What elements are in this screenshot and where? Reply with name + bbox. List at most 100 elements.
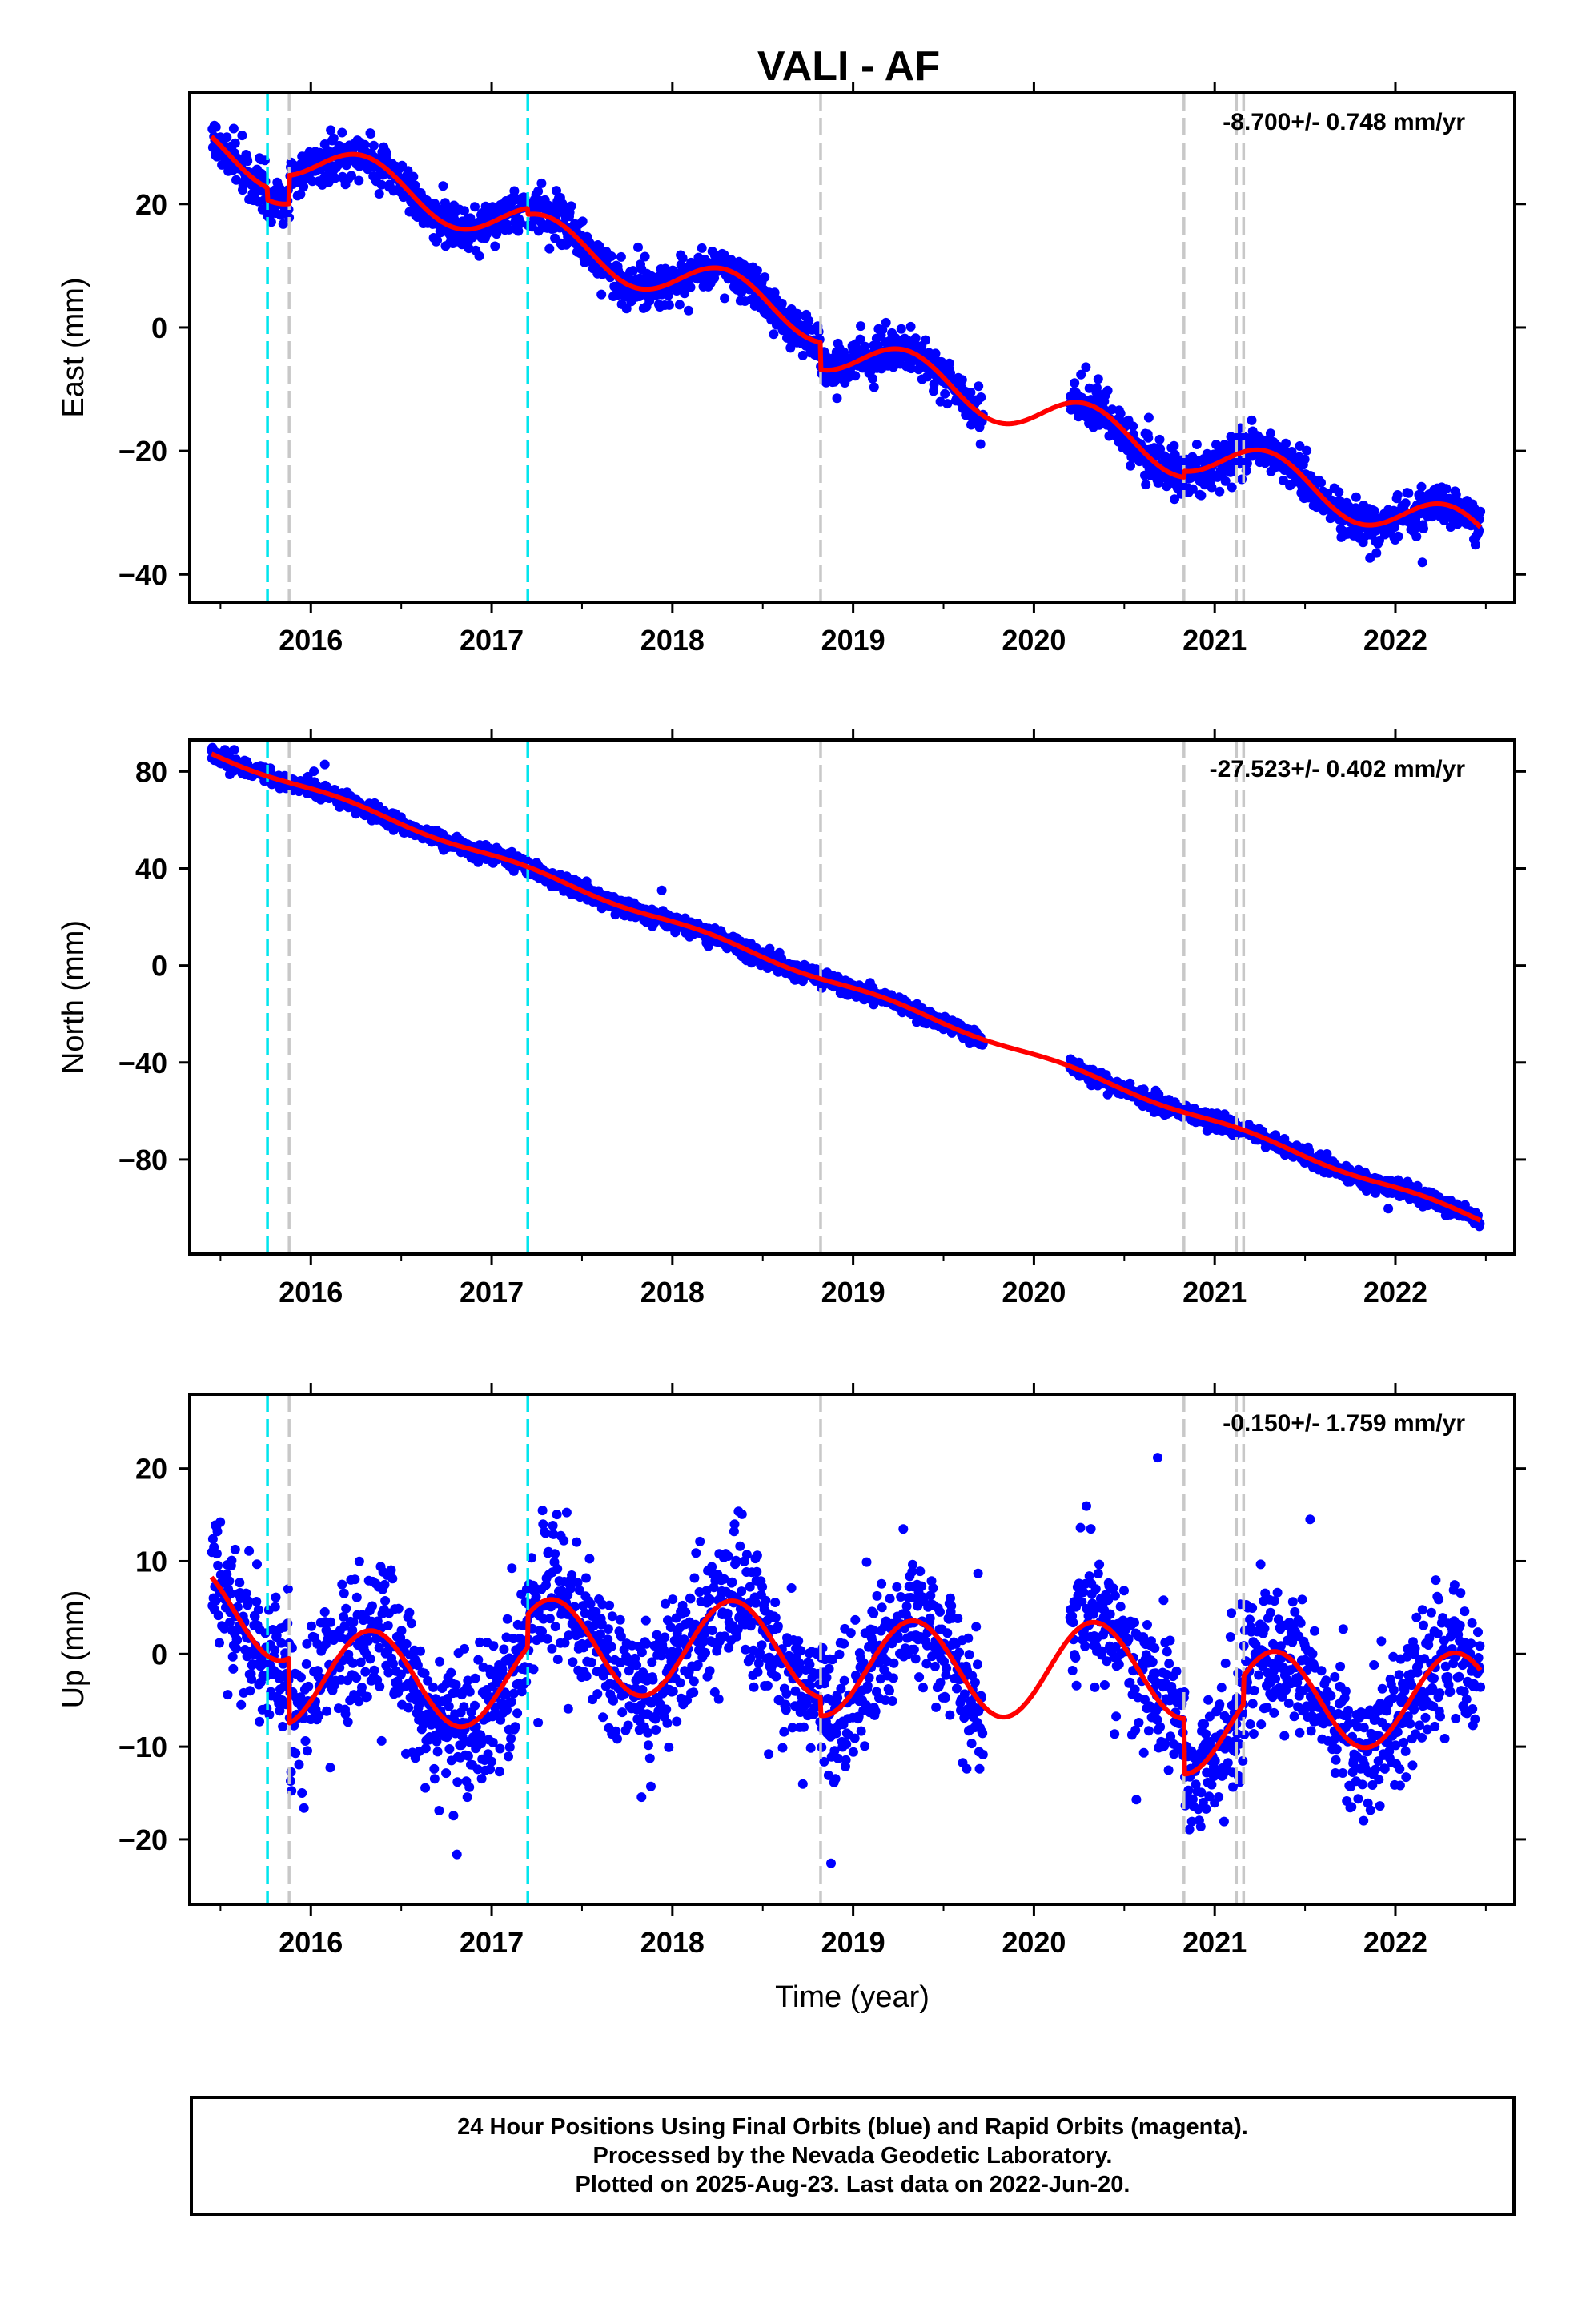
data-point (1393, 531, 1403, 541)
data-point (379, 1579, 390, 1590)
data-point (929, 386, 938, 396)
data-point (720, 293, 730, 304)
data-point (319, 1607, 330, 1617)
data-point (1279, 476, 1288, 485)
data-point (408, 171, 419, 182)
data-point (393, 1603, 404, 1614)
data-point (881, 317, 891, 328)
data-point (1281, 438, 1291, 448)
data-point (294, 1759, 304, 1770)
data-point (244, 1546, 255, 1556)
x-tick-label: 2021 (1182, 1276, 1247, 1309)
y-tick-label: 20 (135, 188, 167, 221)
data-point (237, 131, 247, 141)
data-point (856, 321, 866, 332)
data-point (223, 1690, 233, 1700)
data-point (232, 1635, 243, 1646)
data-point (362, 1691, 372, 1702)
data-point (957, 375, 967, 385)
data-point (369, 1665, 379, 1675)
data-point (663, 290, 673, 300)
x-tick-label: 2022 (1363, 624, 1427, 657)
y-tick-label: 0 (151, 950, 167, 983)
data-point (944, 358, 954, 368)
data-point (252, 1559, 262, 1570)
data-point (752, 265, 762, 275)
data-point (513, 226, 524, 236)
data-point (386, 1565, 396, 1575)
x-tick-label: 2022 (1363, 1276, 1427, 1309)
data-point (367, 1601, 377, 1611)
data-point (1316, 477, 1326, 488)
data-point (832, 393, 842, 404)
data-point (1295, 441, 1305, 451)
data-point (1476, 506, 1486, 517)
data-point (401, 1638, 412, 1649)
data-point (341, 1603, 351, 1614)
data-point (434, 1806, 444, 1815)
data-point (278, 219, 288, 229)
data-point (664, 300, 674, 310)
data-point (1417, 557, 1427, 568)
data-point (420, 1783, 431, 1793)
data-point (855, 334, 865, 344)
data-point (222, 132, 232, 143)
data-point (697, 243, 707, 253)
data-point (621, 304, 632, 314)
data-point (942, 399, 953, 409)
data-point (215, 1517, 226, 1527)
data-point (299, 182, 309, 192)
data-point (1411, 532, 1422, 541)
data-point (347, 171, 356, 181)
x-tick-label: 2021 (1182, 624, 1247, 657)
data-point (1419, 524, 1428, 533)
data-point (1084, 383, 1094, 393)
data-point (777, 298, 787, 308)
data-point (940, 388, 950, 399)
data-point (974, 381, 984, 392)
panels: 2016 2017 2018 2019 2020 2021 2022−40−20020Eas… (57, 82, 1526, 2014)
data-point (286, 1776, 295, 1786)
panel-north: 2016 2017 2018 2019 2020 2021 2022−80−4004080N… (57, 729, 1526, 1309)
data-point (211, 1595, 221, 1606)
data-point (1187, 484, 1198, 494)
data-point (1154, 434, 1165, 444)
data-point (211, 122, 221, 132)
data-point (231, 1643, 241, 1654)
data-point (366, 129, 376, 139)
data-point (404, 1703, 414, 1713)
data-point (1215, 486, 1225, 497)
x-tick-label: 2018 (640, 624, 705, 657)
data-point (227, 1651, 238, 1662)
data-point (1093, 374, 1103, 384)
data-point (1470, 540, 1480, 550)
data-point (286, 1767, 296, 1777)
data-point (295, 189, 306, 199)
data-point (243, 1595, 253, 1606)
data-points (207, 742, 1485, 1232)
model-fit-line (210, 135, 1483, 529)
rate-annotation: -27.523+/- 0.402 mm/yr (1210, 756, 1466, 782)
data-point (438, 181, 448, 191)
panel-east: 2016 2017 2018 2019 2020 2021 2022−40−20020Eas… (57, 82, 1526, 657)
data-point (516, 218, 526, 228)
data-point (354, 175, 364, 186)
data-point (628, 266, 638, 276)
y-axis-label: North (mm) (57, 920, 90, 1074)
data-point (877, 324, 888, 335)
data-point (1371, 548, 1382, 558)
data-point (432, 235, 442, 246)
data-point (793, 308, 802, 319)
data-point (396, 1626, 407, 1636)
data-point (319, 759, 330, 770)
data-point (228, 123, 239, 134)
data-point (230, 138, 240, 148)
data-point (376, 1735, 387, 1746)
data-point (860, 341, 870, 352)
y-tick-label: −80 (118, 1144, 167, 1176)
data-point (1141, 480, 1151, 490)
data-point (470, 202, 480, 212)
data-point (896, 324, 906, 334)
plot-area (207, 740, 1485, 1254)
